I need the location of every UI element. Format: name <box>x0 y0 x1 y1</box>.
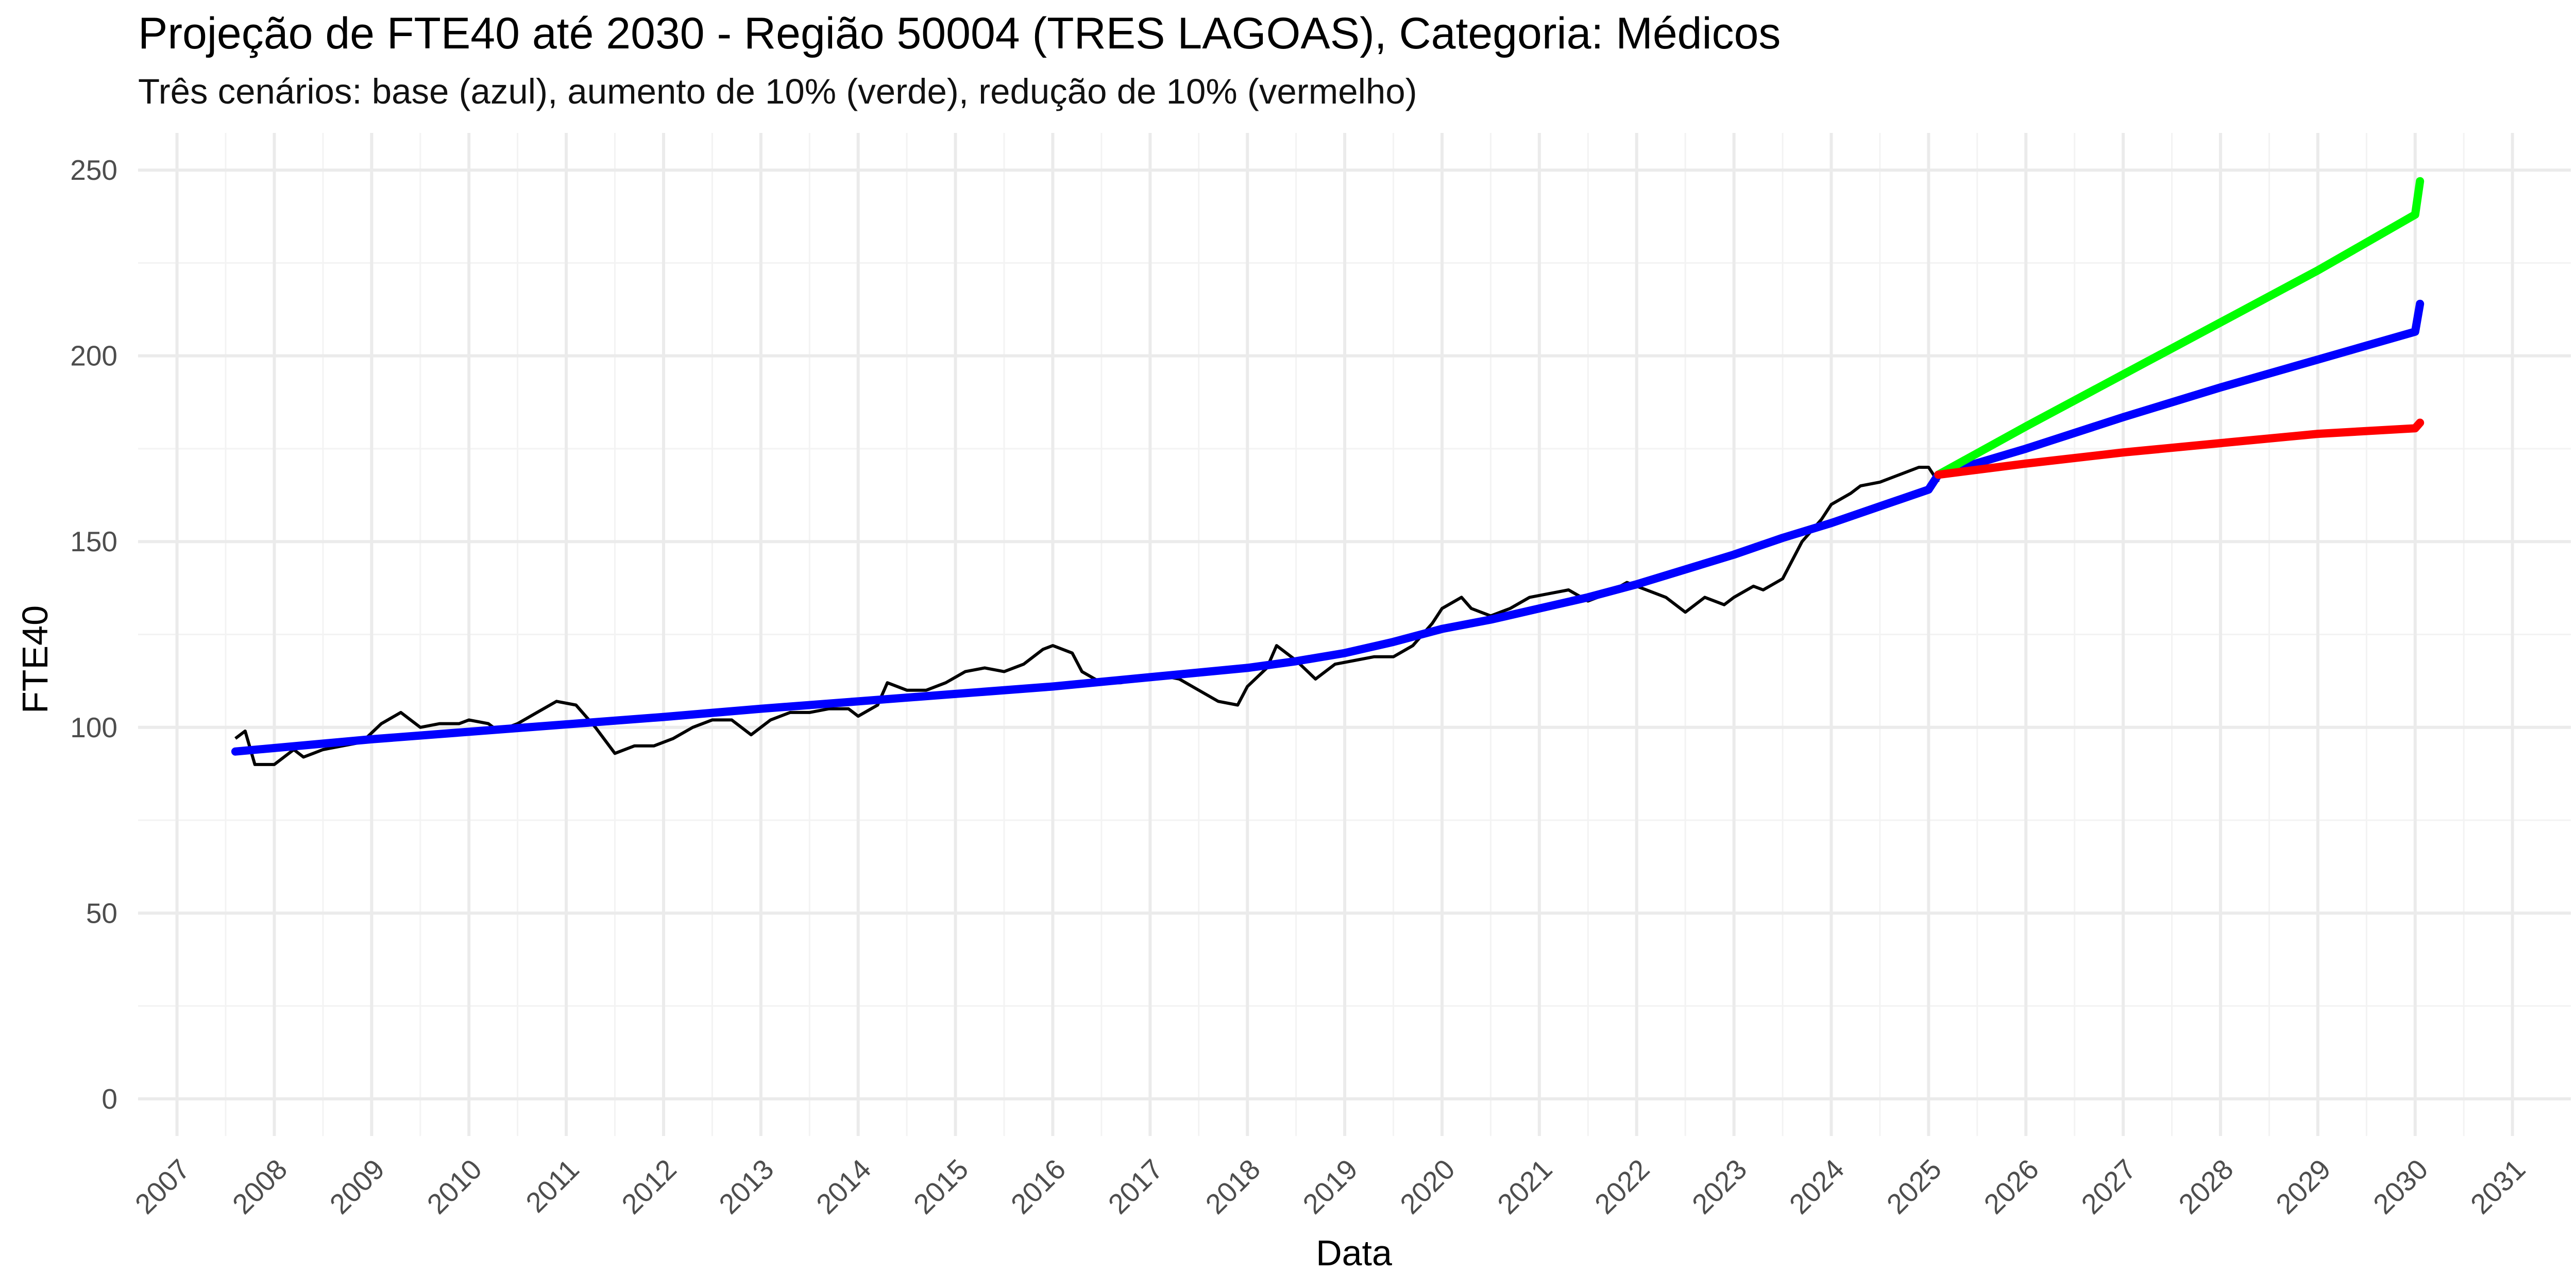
series-line-base-azul- <box>1934 299 2425 479</box>
x-tick-label: 2010 <box>421 1153 488 1220</box>
y-tick-label: 250 <box>70 154 117 186</box>
x-tick-label: 2007 <box>129 1153 196 1220</box>
y-tick-label: 150 <box>70 526 117 557</box>
x-tick-label: 2027 <box>2075 1153 2142 1220</box>
x-tick-label: 2015 <box>907 1153 974 1220</box>
y-tick-label: 100 <box>70 711 117 743</box>
x-tick-label: 2028 <box>2172 1153 2239 1220</box>
series-line-aumento-de-10-verde- <box>1934 177 2425 479</box>
chart-subtitle: Três cenários: base (azul), aumento de 1… <box>138 72 1417 111</box>
x-tick-label: 2022 <box>1588 1153 1655 1220</box>
x-tick-label: 2030 <box>2367 1153 2434 1220</box>
x-tick-label: 2025 <box>1880 1153 1947 1220</box>
y-tick-labels: 0 50 100 150 200 250 <box>70 154 117 1115</box>
y-tick-label: 50 <box>86 897 117 929</box>
x-tick-label: 2009 <box>324 1153 391 1220</box>
x-tick-label: 2019 <box>1297 1153 1364 1220</box>
x-tick-label: 2016 <box>1005 1153 1072 1220</box>
x-tick-label: 2011 <box>519 1153 585 1218</box>
x-tick-label: 2017 <box>1102 1153 1169 1220</box>
x-tick-label: 2018 <box>1199 1153 1266 1220</box>
y-tick-label: 200 <box>70 340 117 372</box>
series-line-base-azul- <box>231 470 1943 756</box>
y-axis-title: FTE40 <box>15 605 55 714</box>
x-tick-label: 2031 <box>2464 1153 2531 1220</box>
chart-title: Projeção de FTE40 até 2030 - Região 5000… <box>138 9 1781 58</box>
x-tick-label: 2014 <box>810 1153 877 1220</box>
series-line-observed <box>234 466 1940 766</box>
x-tick-label: 2026 <box>1978 1153 2045 1220</box>
series-line-redu-o-de-10-vermelho- <box>1934 418 2425 479</box>
y-tick-label: 0 <box>101 1083 117 1115</box>
x-tick-label: 2012 <box>615 1153 682 1220</box>
x-tick-labels: 2007 2008 2009 2010 2011 2012 2013 2014 2015 2016… <box>129 1153 2531 1220</box>
series-layer <box>231 177 2425 766</box>
x-tick-label: 2023 <box>1686 1153 1753 1220</box>
x-tick-label: 2008 <box>226 1153 293 1220</box>
x-tick-label: 2029 <box>2269 1153 2336 1220</box>
major-gridlines <box>138 133 2571 1136</box>
minor-gridlines <box>138 133 2571 1136</box>
x-tick-label: 2021 <box>1491 1153 1558 1220</box>
x-tick-label: 2024 <box>1783 1153 1850 1220</box>
x-tick-label: 2013 <box>713 1153 779 1220</box>
x-tick-label: 2020 <box>1394 1153 1461 1220</box>
x-axis-title: Data <box>1316 1233 1392 1273</box>
